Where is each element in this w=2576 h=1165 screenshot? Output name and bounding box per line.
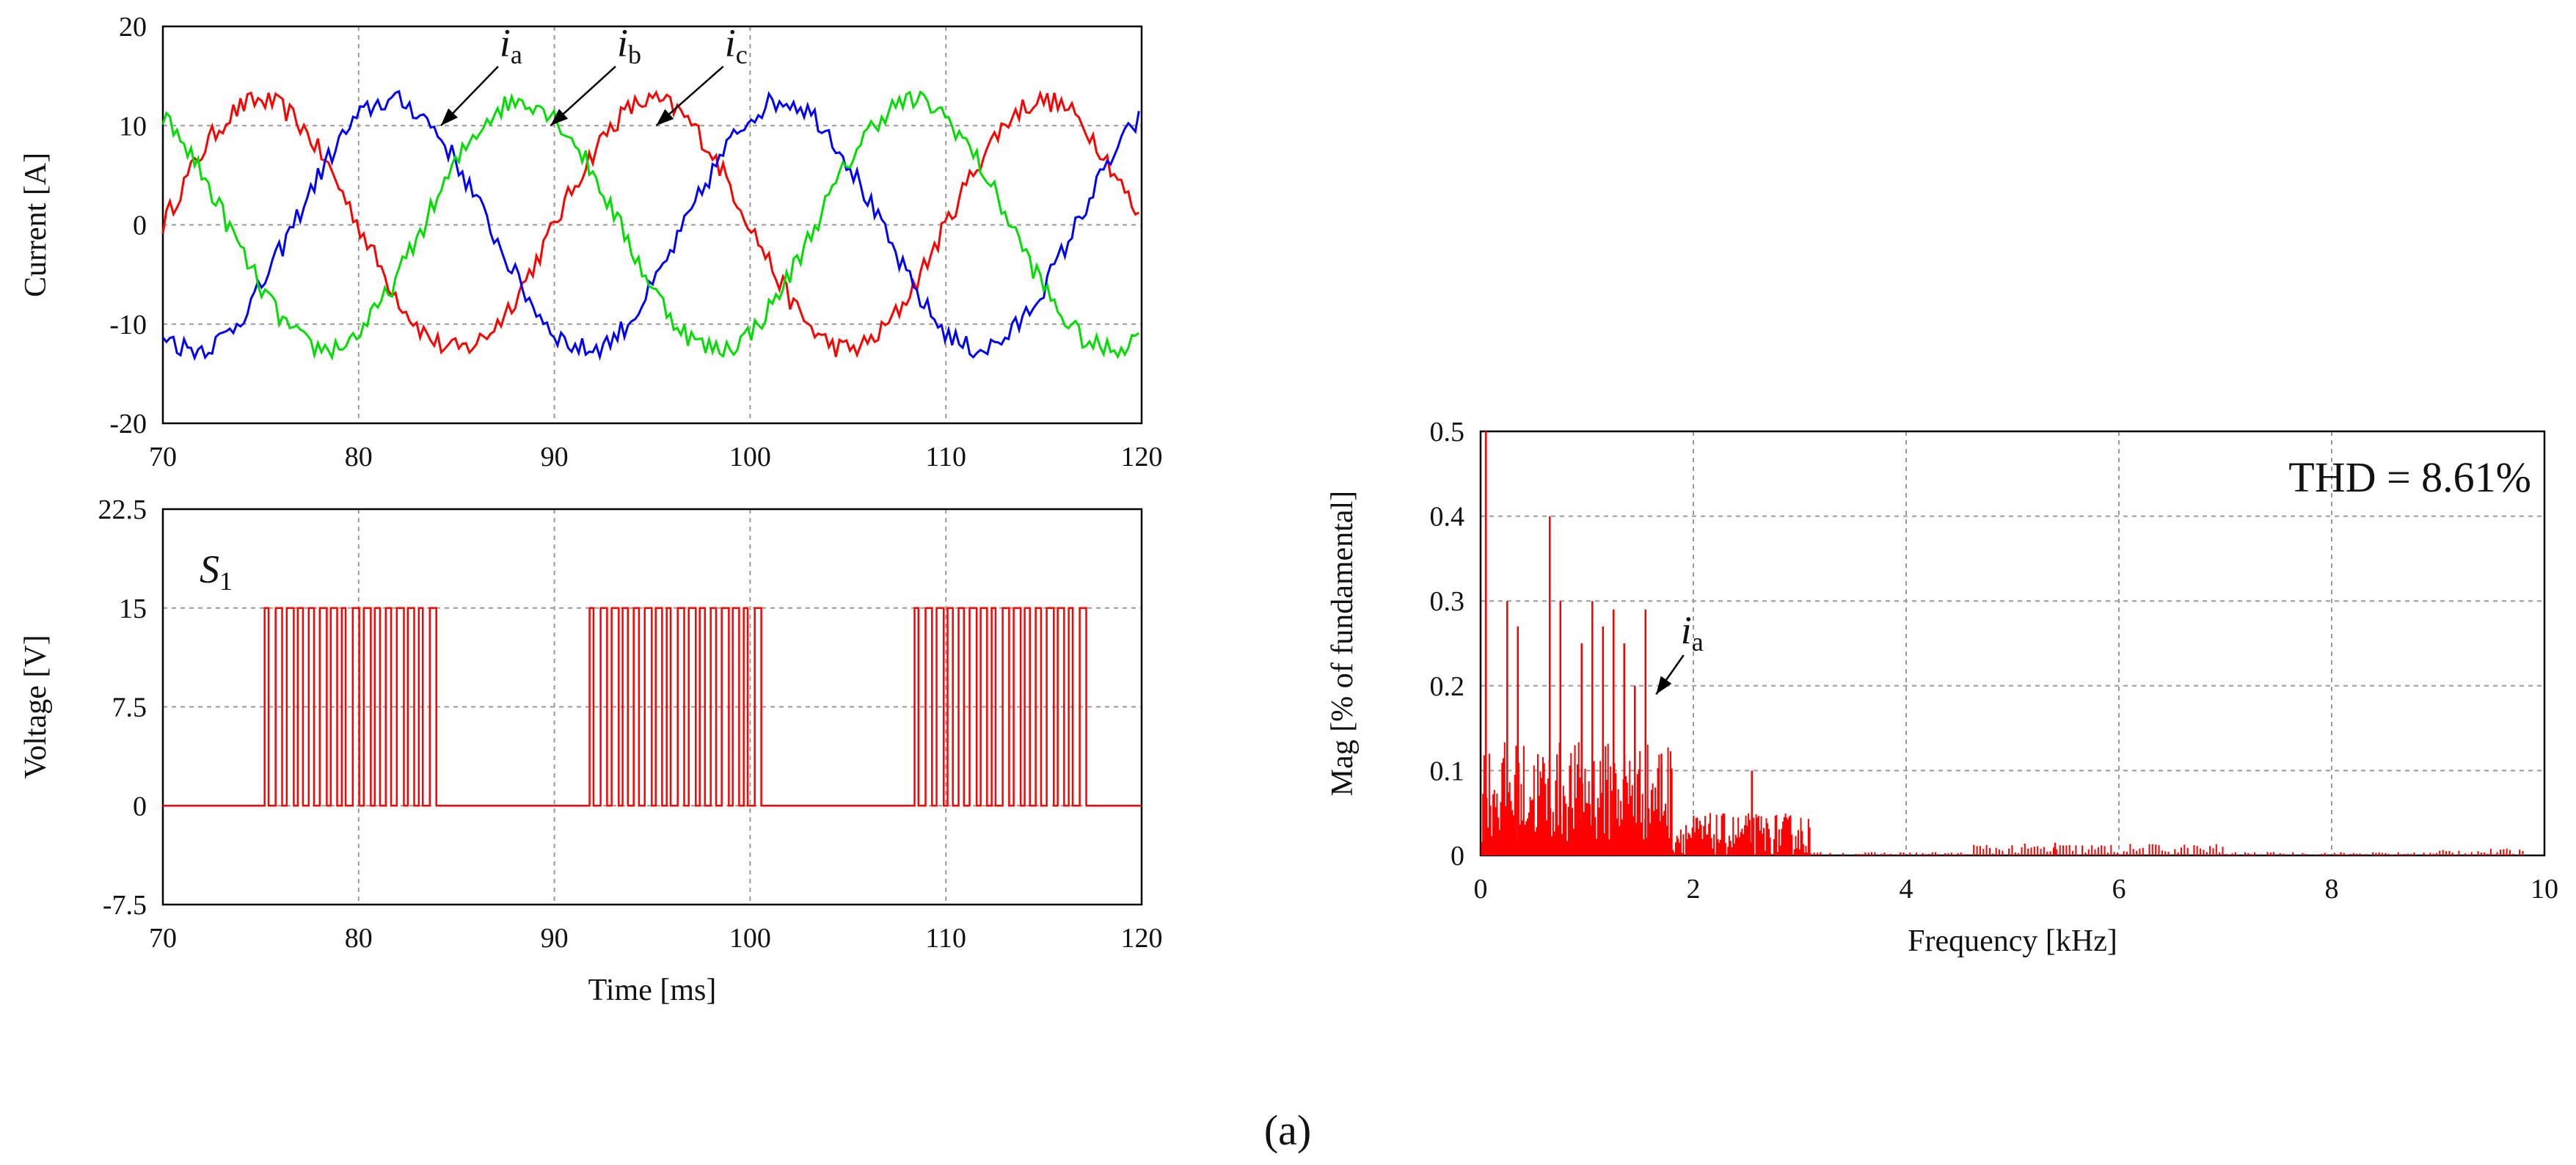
x-tick-label: 100 xyxy=(729,442,771,472)
y-tick-label: 0.1 xyxy=(1430,756,1465,786)
annotation-arrow-ia xyxy=(439,65,499,127)
series-line-S1 xyxy=(163,607,1142,807)
x-tick-label: 80 xyxy=(345,923,373,954)
x-tick-label: 6 xyxy=(2112,874,2126,905)
plot-frame xyxy=(161,25,1143,425)
signal-label-S1: S1 xyxy=(200,547,233,596)
spectrum-label-ia-subscript: a xyxy=(1692,627,1704,657)
series-label-ic-subscript: c xyxy=(736,40,748,70)
thd-label: THD = 8.61% xyxy=(2288,453,2531,501)
y-axis-label: Current [A] xyxy=(19,153,53,297)
annotation-arrow-ia-head xyxy=(1656,676,1672,695)
x-tick-label: 8 xyxy=(2325,874,2339,905)
y-tick-label: -20 xyxy=(109,409,147,439)
x-tick-label: 110 xyxy=(925,442,966,472)
voltage-chart: 70 80 90 100 110 120 22.5 15 7.5 0 -7.5 Voltage [V]… xyxy=(19,494,1163,1007)
annotation-arrow-ib xyxy=(550,65,616,127)
y-tick-label: 10 xyxy=(119,111,147,142)
y-tick-label: 20 xyxy=(119,12,147,43)
spectrum-noise xyxy=(1481,742,2524,855)
series-label-ia: ia xyxy=(500,21,522,70)
signal-label-S1-symbol: S xyxy=(200,547,219,591)
x-tick-label: 120 xyxy=(1121,442,1163,472)
y-tick-label: 0.4 xyxy=(1430,502,1465,533)
x-tick-label: 120 xyxy=(1121,923,1163,954)
x-tick-label: 90 xyxy=(541,442,569,472)
y-tick-label: 0 xyxy=(133,791,147,822)
y-tick-label: 7.5 xyxy=(112,693,147,723)
series-line-ib xyxy=(161,90,1140,362)
y-tick-label: -7.5 xyxy=(103,890,147,921)
annotation-arrow-ic-head xyxy=(656,109,674,126)
series-line-ic xyxy=(161,90,1140,362)
x-tick-label: 90 xyxy=(541,923,569,954)
annotation-arrow-ic xyxy=(655,65,724,127)
series-label-ia-subscript: a xyxy=(511,40,522,70)
x-tick-label: 70 xyxy=(149,923,177,954)
y-tick-label: 22.5 xyxy=(98,494,147,525)
x-tick-label: 0 xyxy=(1474,874,1488,905)
x-tick-label: 100 xyxy=(729,923,771,954)
annotation-arrow-ia xyxy=(1655,654,1685,695)
spectrum-label-ia-symbol: i xyxy=(1681,608,1692,652)
x-tick-label: 2 xyxy=(1687,874,1701,905)
x-axis-label: Time [ms] xyxy=(588,974,717,1007)
y-tick-label: 0.2 xyxy=(1430,671,1465,702)
y-axis-label: Voltage [V] xyxy=(19,635,53,778)
series-label-ic-symbol: i xyxy=(725,21,736,65)
spectrum-label-ia: ia xyxy=(1681,608,1704,657)
x-tick-label: 10 xyxy=(2531,874,2558,905)
x-tick-label: 110 xyxy=(925,923,966,954)
x-tick-label: 80 xyxy=(345,442,373,472)
series-label-ia-symbol: i xyxy=(500,21,511,65)
x-axis-label: Frequency [kHz] xyxy=(1908,924,2117,958)
annotation-arrow-ia-head xyxy=(440,108,459,126)
y-tick-label: 0 xyxy=(1451,841,1464,872)
y-tick-label: 0.5 xyxy=(1430,417,1465,448)
y-tick-label: 0 xyxy=(133,211,147,241)
series-label-ib-symbol: i xyxy=(617,21,628,65)
plot-frame xyxy=(161,508,1143,906)
signal-label-S1-subscript: 1 xyxy=(219,566,233,596)
y-axis-label: Mag [% of fundamental] xyxy=(1326,491,1360,796)
series-label-ic: ic xyxy=(725,21,748,70)
figure-caption: (a) xyxy=(1264,1106,1311,1154)
y-tick-label: 0.3 xyxy=(1430,586,1465,617)
y-tick-label: -10 xyxy=(109,310,147,340)
series-label-ib-subscript: b xyxy=(628,40,641,70)
y-tick-label: 15 xyxy=(119,594,147,624)
x-tick-label: 4 xyxy=(1900,874,1913,905)
spectrum-chart: 0 2 4 6 8 10 0.5 0.4 0.3 0.2 0.1 0 Mag [% of fundame… xyxy=(1326,417,2558,958)
series-label-ib: ib xyxy=(617,21,641,70)
x-tick-label: 70 xyxy=(149,442,177,472)
annotation-arrow-ib-head xyxy=(550,109,569,126)
